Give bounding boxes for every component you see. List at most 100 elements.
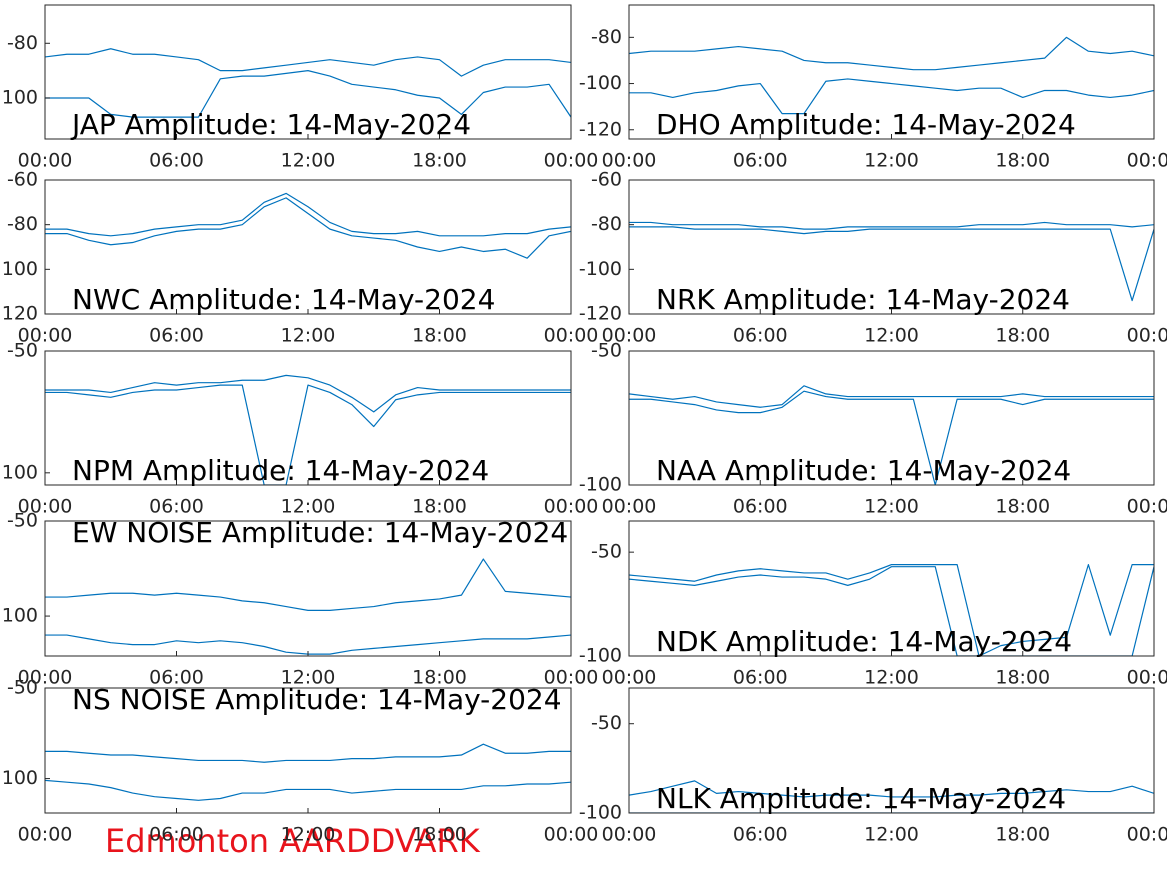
y-tick-label: -60 [7, 169, 38, 191]
plot-lines [45, 374, 571, 485]
data-line [45, 374, 571, 413]
y-tick-label: 100 [2, 86, 38, 108]
x-tick-label: 06:00 [733, 496, 788, 518]
x-tick-label: 06:00 [733, 667, 788, 689]
plot-lines [629, 221, 1154, 302]
plot-area [45, 180, 571, 314]
x-tick-label: 18:00 [412, 496, 467, 518]
x-tick-label: 00:00 [544, 667, 599, 689]
x-tick-label: 12:00 [864, 325, 919, 347]
plot-area [45, 688, 571, 813]
x-tick-label: 06:00 [733, 325, 788, 347]
data-line [45, 779, 571, 801]
plot-lines [629, 385, 1154, 485]
x-tick-label: 06:00 [149, 150, 204, 172]
x-tick-label: 12:00 [864, 496, 919, 518]
x-tick-label: 18:00 [412, 150, 467, 172]
data-line [45, 743, 571, 763]
x-tick-label: 00:00 [602, 150, 657, 172]
y-tick-label: -50 [591, 340, 622, 362]
x-tick-label: 06:00 [149, 496, 204, 518]
x-tick-label: 06:00 [149, 667, 204, 689]
x-tick-label: 00:00 [1127, 496, 1167, 518]
data-line [629, 780, 1154, 798]
data-line [629, 221, 1154, 230]
panel-title: DHO Amplitude: 14-May-2024 [656, 108, 1076, 141]
data-line [629, 390, 1154, 485]
x-tick-label: 00:00 [1127, 824, 1167, 846]
plot-lines [629, 36, 1154, 115]
y-tick-label: 120 [2, 303, 38, 325]
x-tick-label: 06:00 [733, 150, 788, 172]
x-tick-label: 00:00 [602, 325, 657, 347]
x-tick-label: 00:00 [544, 150, 599, 172]
plot-lines [45, 743, 571, 801]
x-tick-label: 12:00 [864, 824, 919, 846]
panel: 100 -80 00:00 06:00 12:00 18:00 00:00 JAP Ampli… [2, 4, 599, 172]
x-tick-label: 18:00 [995, 667, 1050, 689]
y-tick-label: -100 [579, 474, 622, 496]
x-tick-label: 00:00 [602, 667, 657, 689]
panel-title: NS NOISE Amplitude: 14-May-2024 [72, 683, 562, 716]
panel: 100 -50 00:00 06:00 12:00 18:00 00:00 NPM Ampli… [2, 340, 599, 518]
data-line [45, 192, 571, 237]
plot-area [45, 521, 571, 656]
plot-area [629, 180, 1154, 314]
panel: -100 -50 00:00 06:00 12:00 18:00 00:00 NDK Ampl… [579, 520, 1167, 689]
x-tick-label: 12:00 [864, 667, 919, 689]
y-tick-label: -50 [591, 541, 622, 563]
x-tick-label: 00:00 [602, 824, 657, 846]
x-tick-label: 18:00 [412, 325, 467, 347]
x-tick-label: 00:00 [18, 824, 73, 846]
plot-area [629, 521, 1154, 656]
x-tick-label: 18:00 [412, 667, 467, 689]
x-tick-label: 00:00 [544, 325, 599, 347]
x-tick-label: 12:00 [281, 150, 336, 172]
x-tick-label: 00:00 [18, 667, 73, 689]
x-tick-label: 12:00 [281, 325, 336, 347]
x-tick-label: 00:00 [18, 496, 73, 518]
x-tick-label: 12:00 [281, 824, 336, 846]
panel-title: NWC Amplitude: 14-May-2024 [72, 283, 495, 316]
y-tick-label: -80 [591, 26, 622, 48]
panel: 120 100 -80 -60 00:00 06:00 12:00 18:00 00:00 NWC… [2, 169, 599, 347]
plot-lines [629, 780, 1154, 813]
x-tick-label: 00:00 [18, 325, 73, 347]
panel-title: NAA Amplitude: 14-May-2024 [656, 454, 1071, 487]
x-tick-label: 00:00 [544, 496, 599, 518]
y-tick-label: -50 [7, 510, 38, 532]
x-tick-label: 00:00 [18, 150, 73, 172]
plot-lines [45, 48, 571, 118]
x-tick-label: 18:00 [412, 824, 467, 846]
data-line [45, 384, 571, 485]
x-tick-label: 18:00 [995, 496, 1050, 518]
panel-title: NRK Amplitude: 14-May-2024 [656, 283, 1070, 316]
x-tick-label: 00:00 [544, 824, 599, 846]
panel: -120 -100 -80 -60 00:00 06:00 12:00 18:00 00:00 N… [579, 169, 1167, 347]
panel-title: EW NOISE Amplitude: 14-May-2024 [72, 516, 568, 549]
y-tick-label: -100 [579, 258, 622, 280]
data-line [629, 385, 1154, 408]
panel-title: NLK Amplitude: 14-May-2024 [656, 782, 1066, 815]
panel: -100 -50 00:00 06:00 12:00 18:00 00:00 NLK Ampl… [579, 687, 1167, 846]
y-tick-label: -80 [7, 32, 38, 54]
y-tick-label: -80 [591, 213, 622, 235]
x-tick-label: 18:00 [995, 824, 1050, 846]
plot-area [45, 351, 571, 485]
y-tick-label: -120 [579, 118, 622, 140]
y-tick-label: 100 [2, 258, 38, 280]
y-tick-label: -60 [591, 169, 622, 191]
y-tick-label: -50 [7, 677, 38, 699]
data-line [629, 564, 1154, 656]
data-line [45, 197, 571, 259]
x-tick-label: 18:00 [995, 325, 1050, 347]
x-tick-label: 06:00 [149, 325, 204, 347]
panel-title: NDK Amplitude: 14-May-2024 [656, 625, 1072, 658]
footer-label: Edmonton AARDDVARK [105, 822, 481, 860]
data-line [45, 558, 571, 611]
x-tick-label: 12:00 [281, 496, 336, 518]
x-tick-label: 00:00 [1127, 667, 1167, 689]
plot-area [629, 351, 1154, 485]
x-tick-label: 18:00 [995, 150, 1050, 172]
